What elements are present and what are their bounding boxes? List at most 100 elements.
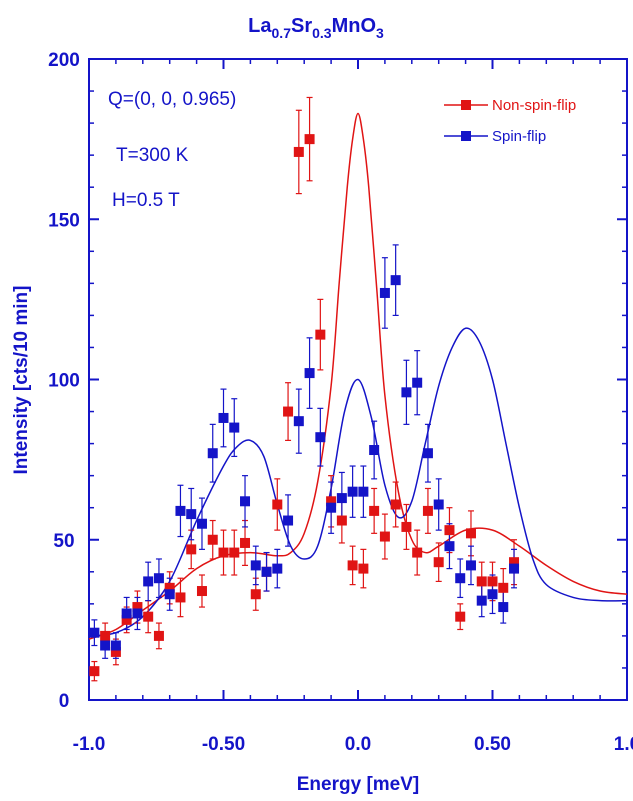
data-point-non-spin-flip	[487, 576, 498, 587]
data-point-non-spin-flip	[433, 557, 444, 568]
data-point-non-spin-flip	[379, 531, 390, 542]
title-sub-2: 0.3	[312, 25, 332, 41]
data-point-non-spin-flip	[100, 630, 111, 641]
data-point-non-spin-flip	[153, 630, 164, 641]
data-point-non-spin-flip	[164, 582, 175, 593]
data-point-non-spin-flip	[143, 611, 154, 622]
legend-marker-spin-flip	[461, 131, 471, 141]
data-point-spin-flip	[121, 608, 132, 619]
y-axis-title: Intensity [cts/10 min]	[11, 286, 32, 475]
y-tick-label: 100	[48, 371, 80, 392]
data-point-spin-flip	[218, 412, 229, 423]
data-point-non-spin-flip	[240, 537, 251, 548]
data-point-non-spin-flip	[455, 611, 466, 622]
data-point-non-spin-flip	[283, 406, 294, 417]
data-point-non-spin-flip	[89, 666, 100, 677]
data-point-non-spin-flip	[326, 496, 337, 507]
title-sub-1: 0.7	[272, 25, 292, 41]
data-point-spin-flip	[196, 518, 207, 529]
title-base-3: MnO	[332, 15, 376, 37]
data-point-spin-flip	[422, 448, 433, 459]
annotation-field: H=0.5 T	[112, 190, 180, 211]
data-point-spin-flip	[509, 563, 520, 574]
data-point-spin-flip	[369, 445, 380, 456]
data-point-spin-flip	[207, 448, 218, 459]
data-point-spin-flip	[261, 566, 272, 577]
x-tick-label: 0.0	[345, 734, 371, 755]
legend: Non-spin-flip Spin-flip	[444, 97, 576, 145]
fit-curves	[88, 112, 628, 640]
data-point-spin-flip	[272, 563, 283, 574]
data-point-spin-flip	[412, 377, 423, 388]
data-point-non-spin-flip	[315, 329, 326, 340]
data-point-spin-flip	[100, 640, 111, 651]
y-tick-label: 50	[53, 531, 74, 552]
y-tick-label: 200	[48, 50, 80, 71]
x-tick-label: -0.50	[202, 734, 245, 755]
data-point-spin-flip	[347, 486, 358, 497]
data-point-spin-flip	[487, 589, 498, 600]
data-point-spin-flip	[476, 595, 487, 606]
data-point-spin-flip	[293, 416, 304, 427]
data-point-spin-flip	[186, 509, 197, 520]
data-point-spin-flip	[336, 493, 347, 504]
data-point-spin-flip	[304, 368, 315, 379]
data-point-non-spin-flip	[465, 528, 476, 539]
data-point-spin-flip	[250, 560, 261, 571]
annotation-q-vector: Q=(0, 0, 0.965)	[108, 89, 236, 110]
data-point-non-spin-flip	[293, 146, 304, 157]
data-point-spin-flip	[390, 275, 401, 286]
data-point-spin-flip	[315, 432, 326, 443]
data-point-spin-flip	[444, 541, 455, 552]
data-point-non-spin-flip	[196, 586, 207, 597]
data-point-non-spin-flip	[110, 646, 121, 657]
axis-ticks: -1.0 -0.50 0.0 0.50 1.0 0 50 100 150 200	[48, 50, 633, 755]
data-point-non-spin-flip	[369, 505, 380, 516]
data-point-non-spin-flip	[132, 602, 143, 613]
data-point-spin-flip	[110, 640, 121, 651]
data-point-non-spin-flip	[250, 589, 261, 600]
data-point-non-spin-flip	[401, 521, 412, 532]
data-point-spin-flip	[89, 627, 100, 638]
data-point-non-spin-flip	[444, 525, 455, 536]
legend-label-non-spin-flip: Non-spin-flip	[492, 97, 576, 114]
x-tick-label: -1.0	[73, 734, 106, 755]
data-point-non-spin-flip	[229, 547, 240, 558]
data-point-spin-flip	[164, 589, 175, 600]
x-tick-label: 0.50	[474, 734, 511, 755]
data-point-spin-flip	[175, 505, 186, 516]
data-point-spin-flip	[455, 573, 466, 584]
data-point-non-spin-flip	[186, 544, 197, 555]
data-point-non-spin-flip	[412, 547, 423, 558]
title-sub-3: 3	[376, 25, 384, 41]
data-point-spin-flip	[143, 576, 154, 587]
data-point-non-spin-flip	[347, 560, 358, 571]
data-point-spin-flip	[433, 499, 444, 510]
data-point-non-spin-flip	[272, 499, 283, 510]
data-point-non-spin-flip	[207, 534, 218, 545]
data-point-spin-flip	[358, 486, 369, 497]
data-point-non-spin-flip	[498, 582, 509, 593]
data-point-spin-flip	[283, 515, 294, 526]
data-point-spin-flip	[498, 602, 509, 613]
data-point-non-spin-flip	[121, 614, 132, 625]
data-point-non-spin-flip	[509, 557, 520, 568]
legend-marker-non-spin-flip	[461, 100, 471, 110]
x-axis-title: Energy [meV]	[297, 774, 419, 795]
data-point-non-spin-flip	[476, 576, 487, 587]
fit-curve-non-spin-flip	[88, 112, 628, 640]
y-tick-label: 0	[59, 691, 70, 712]
title-base-1: La	[248, 15, 272, 37]
data-point-spin-flip	[132, 608, 143, 619]
x-tick-label: 1.0	[614, 734, 633, 755]
data-point-spin-flip	[240, 496, 251, 507]
data-point-non-spin-flip	[175, 592, 186, 603]
data-points	[89, 134, 520, 677]
chart-title: La0.7Sr0.3MnO3	[248, 15, 384, 41]
data-point-spin-flip	[401, 387, 412, 398]
data-point-spin-flip	[229, 422, 240, 433]
data-point-non-spin-flip	[336, 515, 347, 526]
data-point-spin-flip	[326, 502, 337, 513]
